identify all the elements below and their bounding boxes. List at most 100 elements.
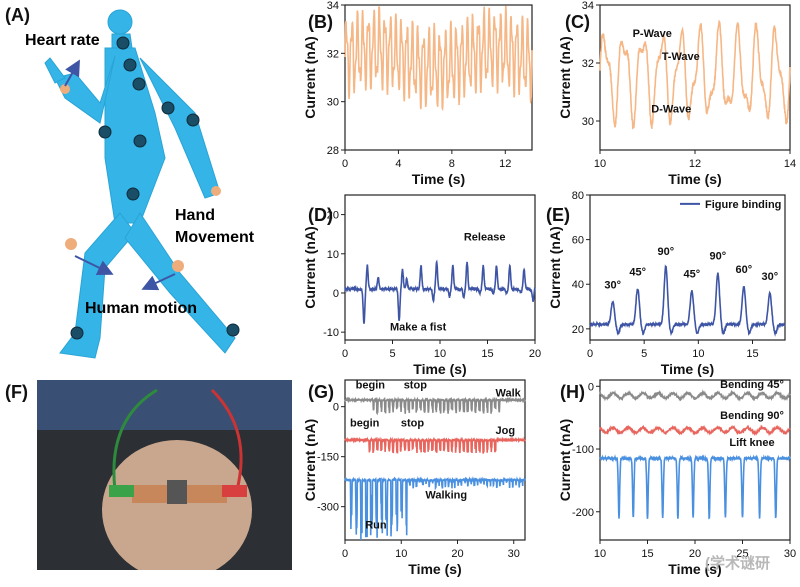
x-tick-label: 20 (689, 548, 701, 560)
x-tick-label: 10 (594, 158, 606, 170)
panel-h-label: (H) (560, 382, 585, 402)
panel-f-label: (F) (5, 382, 28, 402)
y-tick-label: 30 (582, 116, 594, 128)
chart-annotation: Walking (425, 489, 467, 501)
chart-annotation: T-Wave (662, 51, 700, 63)
x-tick-label: 0 (342, 348, 348, 360)
series-line-walk (344, 396, 526, 416)
chart-annotation: Run (365, 519, 387, 531)
x-axis-label: Time (s) (412, 171, 465, 187)
x-tick-label: 12 (499, 158, 511, 170)
x-tick-label: 20 (529, 348, 541, 360)
chart-b-svg: 0 4 8 12 28 30 32 34 Time (s) Current (nA) (302, 0, 533, 187)
y-axis-label: Current (nA) (547, 226, 563, 308)
chart-g: 0 10 20 30 -300 -150 0 Time (s) Current (nA) begi… (300, 379, 530, 585)
chart-annotation: Release (464, 231, 506, 243)
panel-d-label: (D) (308, 205, 333, 225)
annotation-human-motion: Human motion (85, 300, 197, 317)
right-arm-shape (139, 57, 221, 199)
x-axis-label: Time (s) (668, 561, 721, 577)
x-tick-label: 30 (784, 548, 796, 560)
chart-annotation: stop (404, 379, 428, 391)
y-axis-label: Current (nA) (557, 36, 573, 118)
series-line-walking (344, 476, 526, 541)
x-tick-label: 5 (641, 348, 647, 360)
y-tick-label: 30 (327, 97, 339, 109)
y-axis-label: Current (nA) (302, 419, 318, 501)
y-tick-label: 0 (333, 288, 339, 300)
chart-annotation: P-Wave (633, 28, 672, 40)
series-line-jog (344, 436, 526, 454)
head-shape (107, 9, 133, 35)
plot-frame (344, 379, 526, 541)
series-line-lift-knee (599, 454, 791, 520)
x-tick-label: 20 (451, 548, 463, 560)
chart-annotation: Bending 90° (720, 410, 784, 422)
human-body-illustration (44, 9, 240, 359)
y-tick-label: -300 (317, 502, 339, 514)
chart-h: 10 15 20 25 30 -200 -100 0 Time (s) Current (nA) B… (555, 379, 796, 585)
sensor-dots (70, 36, 240, 340)
panel-b-label: (B) (308, 12, 333, 32)
chart-e: 0 5 10 15 20 40 60 80 Time (s) Current (nA) 30° 45°… (545, 190, 790, 385)
y-tick-label: 10 (327, 249, 339, 261)
x-tick-label: 15 (641, 548, 653, 560)
chart-annotation: Make a fist (390, 322, 447, 334)
torso-shape (104, 47, 166, 224)
chart-annotation: 60° (736, 264, 753, 276)
chart-c-svg: 10 12 14 30 32 34 Time (s) Current (nA) P-Wave T-… (557, 0, 796, 187)
y-axis-label: Current (nA) (557, 419, 573, 501)
chart-annotation: 45° (684, 269, 701, 281)
y-axis-label: Current (nA) (302, 226, 318, 308)
x-axis-label: Time (s) (661, 361, 714, 377)
chart-h-svg: 10 15 20 25 30 -200 -100 0 Time (s) Current (nA) B… (557, 379, 796, 577)
chart-annotation: 30° (604, 280, 621, 292)
chart-annotation: 90° (710, 251, 727, 263)
chart-c: 10 12 14 30 32 34 Time (s) Current (nA) P-Wave T-… (555, 0, 796, 195)
y-tick-label: -100 (572, 444, 594, 456)
y-tick-label: 32 (327, 48, 339, 60)
series-line-bending-45- (599, 389, 791, 402)
x-tick-label: 30 (508, 548, 520, 560)
plot-frame (589, 194, 786, 341)
x-tick-label: 15 (481, 348, 493, 360)
chart-annotation: 90° (658, 246, 675, 258)
y-tick-label: 20 (327, 210, 339, 222)
panel-c-label: (C) (565, 12, 590, 32)
chart-annotation: begin (356, 379, 386, 391)
chart-annotation: Lift knee (729, 437, 774, 449)
chart-annotation: Bending 45° (720, 379, 784, 391)
x-tick-label: 0 (342, 548, 348, 560)
x-tick-label: 5 (389, 348, 395, 360)
y-tick-label: -150 (317, 452, 339, 464)
y-tick-label: 34 (582, 0, 594, 12)
y-tick-label: 40 (572, 279, 584, 291)
left-leg-shape (59, 212, 136, 359)
chart-b: 0 4 8 12 28 30 32 34 Time (s) Current (nA) (300, 0, 535, 195)
chart-d: 0 5 10 15 20 -10 0 10 20 Time (s) Current (nA) Rele… (300, 194, 541, 385)
series-line (599, 19, 791, 130)
panel-a-label: (A) (5, 5, 30, 25)
y-tick-label: 32 (582, 58, 594, 70)
y-tick-label: 60 (572, 235, 584, 247)
chart-e-svg: 0 5 10 15 20 40 60 80 Time (s) Current (nA) 30° 45°… (547, 190, 786, 377)
chart-annotation: begin (350, 418, 380, 430)
x-tick-label: 14 (784, 158, 796, 170)
x-tick-label: 0 (342, 158, 348, 170)
y-tick-label: 80 (572, 190, 584, 202)
y-tick-label: -10 (323, 327, 339, 339)
legend-label: Figure binding (705, 199, 781, 211)
panel-e-label: (E) (546, 205, 570, 225)
right-leg-shape (124, 212, 236, 354)
annotation-hand-movement: Hand Movement (175, 207, 255, 246)
x-tick-label: 10 (395, 548, 407, 560)
x-tick-label: 15 (746, 348, 758, 360)
chart-annotation: 45° (629, 266, 646, 278)
y-tick-label: 0 (588, 381, 594, 393)
chart-annotation: Jog (496, 425, 516, 437)
chart-g-svg: 0 10 20 30 -300 -150 0 Time (s) Current (nA) begi… (302, 379, 526, 577)
x-tick-label: 0 (587, 348, 593, 360)
x-axis-label: Time (s) (668, 171, 721, 187)
x-tick-label: 10 (434, 348, 446, 360)
